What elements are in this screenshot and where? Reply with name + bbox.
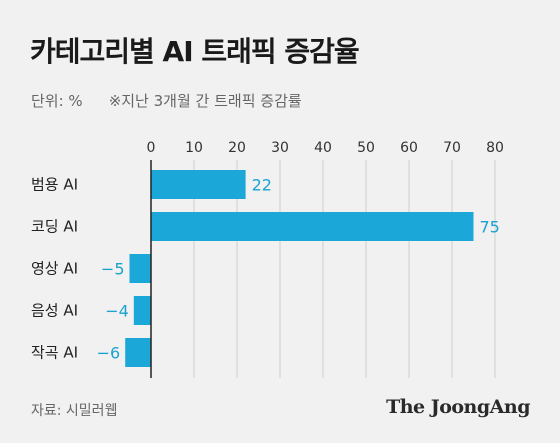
source-label: 자료: 시밀러웹 [31,403,118,419]
grid-lines [193,160,496,378]
x-tick-0: 0 [147,140,156,156]
bar-3 [129,254,151,283]
bars [125,170,474,367]
x-tick-60: 60 [400,140,418,156]
x-tick-50: 50 [357,140,375,156]
x-tick-40: 40 [314,140,332,156]
value-label-1: 22 [252,176,272,195]
chart-title: 카테고리별 AI 트래픽 증감율 [30,35,360,68]
bar-4 [133,296,151,325]
x-tick-10: 10 [185,140,203,156]
period-note: ※지난 3개월 간 트래픽 증감률 [108,92,302,110]
unit-label: 단위: % [31,92,83,110]
category-label-4: 음성 AI [31,302,78,320]
bar-2 [151,212,474,241]
category-label-2: 코딩 AI [31,218,78,236]
chart-subtitle: 단위: % ※지난 3개월 간 트래픽 증감률 [31,90,302,111]
category-label-3: 영상 AI [31,260,78,278]
value-label-2: 75 [480,218,500,237]
x-tick-30: 30 [271,140,289,156]
bar-1 [151,170,246,199]
value-labels: 22 75 −5 −4 −6 [97,176,500,363]
category-label-1: 범용 AI [31,176,78,194]
category-label-5: 작곡 AI [31,344,78,362]
value-label-4: −4 [105,302,129,321]
value-label-3: −5 [101,260,125,279]
bar-5 [125,338,151,367]
value-label-5: −6 [97,344,121,363]
publisher-logo: The JoongAng [386,396,530,418]
x-tick-70: 70 [443,140,461,156]
x-tick-labels: 0 10 20 30 40 50 60 70 80 [147,140,504,156]
category-labels: 범용 AI 코딩 AI 영상 AI 음성 AI 작곡 AI [31,176,78,362]
x-tick-20: 20 [228,140,246,156]
x-tick-80: 80 [486,140,504,156]
